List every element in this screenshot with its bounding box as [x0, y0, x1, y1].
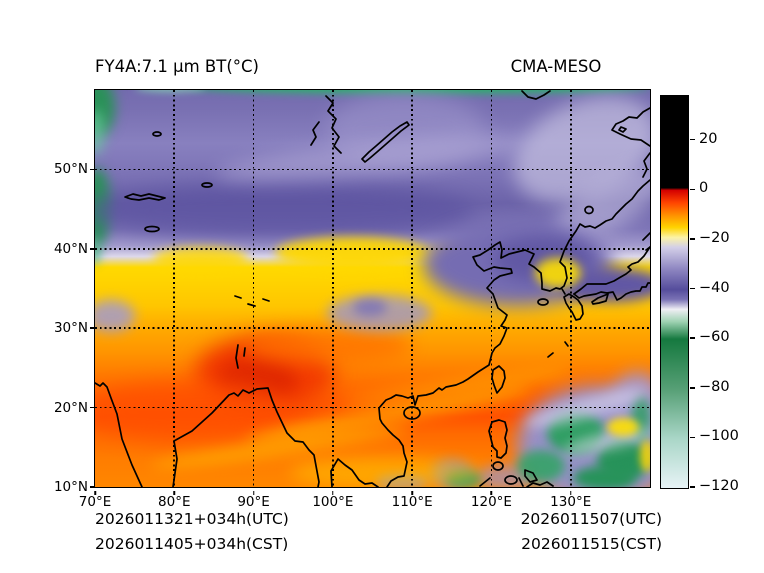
- obs-time-cst: 2026011515(CST): [521, 535, 662, 553]
- y-tick-mark: [90, 168, 94, 171]
- colorbar-tick-mark: [690, 138, 695, 141]
- forecast-time-cst: 2026011405+034h(CST): [95, 535, 289, 553]
- gridline-parallel: [95, 168, 650, 171]
- bt-field-blob: [95, 238, 101, 264]
- colorbar-tick-mark: [690, 337, 695, 339]
- colorbar-gradient: [661, 96, 688, 488]
- x-tick-mark: [94, 490, 96, 495]
- colorbar: [660, 95, 689, 489]
- x-tick-label: 80°E: [158, 494, 191, 510]
- gridline-meridian: [173, 90, 176, 487]
- gridline-meridian: [490, 90, 493, 487]
- y-tick-label: 20°N: [53, 399, 88, 416]
- gridline-parallel: [95, 248, 650, 250]
- y-tick-label: 30°N: [53, 320, 88, 337]
- bt-field-blob: [95, 300, 135, 332]
- gridline-meridian: [569, 90, 572, 487]
- y-tick-mark: [90, 486, 94, 488]
- map-plot: [94, 89, 651, 488]
- gridline-meridian: [411, 90, 413, 487]
- bt-field-blob: [153, 247, 248, 271]
- colorbar-tick-mark: [690, 287, 695, 290]
- x-tick-mark: [173, 490, 176, 495]
- colorbar-tick-label: −20: [699, 229, 730, 246]
- bt-field-blob: [135, 90, 205, 92]
- x-tick-mark: [411, 490, 413, 495]
- x-tick-label: 90°E: [237, 494, 270, 510]
- gridline-parallel: [95, 327, 650, 329]
- forecast-time-utc: 2026011321+034h(UTC): [95, 510, 289, 528]
- y-tick-mark: [90, 406, 94, 409]
- colorbar-tick-mark: [690, 436, 695, 439]
- colorbar-tick-mark: [690, 238, 695, 240]
- x-tick-mark: [490, 490, 493, 495]
- y-tick-mark: [90, 248, 94, 250]
- x-tick-label: 70°E: [78, 494, 112, 510]
- model-title: CMA-MESO: [510, 57, 602, 76]
- y-tick-mark: [90, 327, 94, 329]
- colorbar-tick-mark: [690, 188, 695, 191]
- gridline-meridian: [332, 90, 334, 487]
- y-tick-label: 40°N: [53, 240, 88, 257]
- bt-field-blob: [95, 110, 105, 155]
- colorbar-tick-label: −60: [699, 329, 730, 346]
- x-tick-label: 130°E: [550, 494, 592, 510]
- gridline-meridian: [252, 90, 255, 487]
- colorbar-tick-mark: [690, 486, 695, 488]
- x-tick-mark: [252, 490, 255, 495]
- y-tick-label: 10°N: [53, 479, 88, 495]
- colorbar-tick-label: −80: [699, 378, 730, 395]
- x-tick-label: 110°E: [391, 494, 433, 510]
- colorbar-tick-label: −100: [699, 428, 739, 445]
- obs-time-utc: 2026011507(UTC): [520, 510, 662, 528]
- colorbar-tick-label: −120: [699, 478, 739, 494]
- page-title: FY4A:7.1 μm BT(°C): [95, 57, 259, 76]
- colorbar-tick-label: 20: [699, 130, 718, 147]
- x-tick-mark: [332, 490, 334, 495]
- x-tick-mark: [569, 490, 572, 495]
- colorbar-tick-mark: [690, 387, 695, 389]
- colorbar-tick-label: −40: [699, 279, 730, 296]
- colorbar-tick-label: 0: [699, 180, 709, 197]
- x-tick-label: 120°E: [470, 494, 512, 510]
- x-tick-label: 100°E: [312, 494, 354, 510]
- gridline-parallel: [95, 406, 650, 409]
- y-tick-label: 50°N: [53, 161, 88, 178]
- gridlines-layer: [95, 90, 650, 487]
